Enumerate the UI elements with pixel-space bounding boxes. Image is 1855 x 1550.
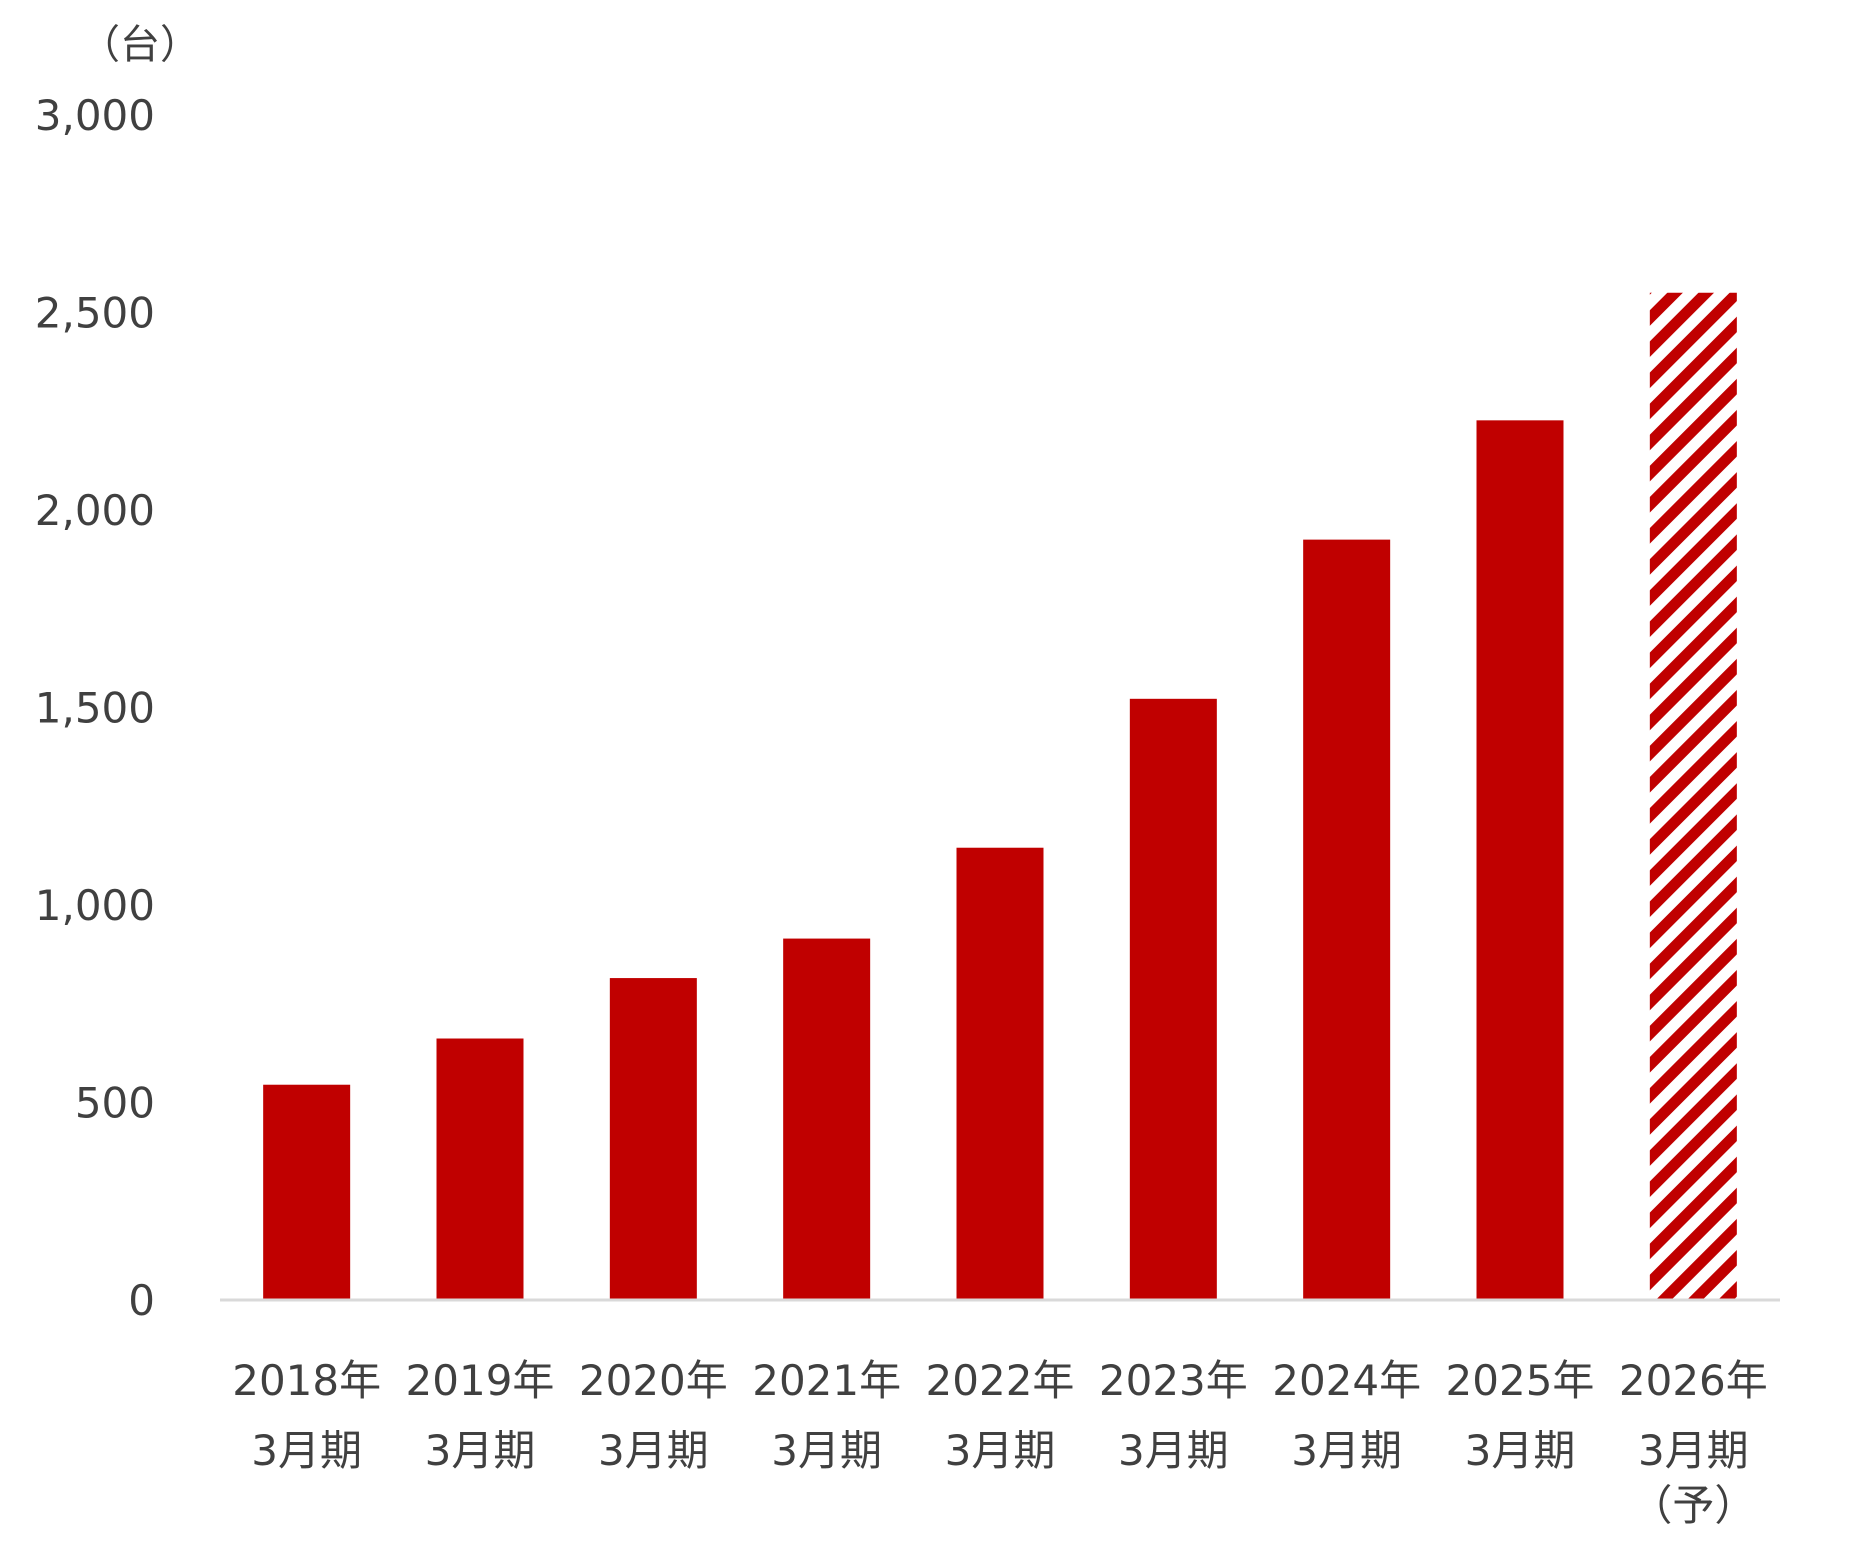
x-tick-label: 3月期	[1638, 1426, 1749, 1475]
x-tick-label: 2020年	[579, 1356, 728, 1405]
y-tick-label: 3,000	[35, 91, 155, 140]
bar	[1129, 698, 1217, 1300]
y-axis-ticks: 0 500 1,000 1,500 2,000 2,500 3,000	[35, 91, 155, 1325]
y-tick-label: 500	[75, 1079, 155, 1128]
bar	[1303, 539, 1391, 1300]
x-tick-label: 3月期	[598, 1426, 709, 1475]
x-tick-label: 3月期	[1465, 1426, 1576, 1475]
x-tick-label: （予）	[1630, 1481, 1756, 1530]
bar	[609, 978, 697, 1300]
y-tick-label: 2,500	[35, 289, 155, 338]
bar-series	[263, 292, 1737, 1301]
x-tick-label: 3月期	[771, 1426, 882, 1475]
bar	[263, 1084, 351, 1300]
x-tick-label: 2021年	[752, 1356, 901, 1405]
x-tick-label: 2026年	[1619, 1356, 1768, 1405]
y-tick-label: 1,500	[35, 684, 155, 733]
x-tick-label: 3月期	[1291, 1426, 1402, 1475]
y-axis-unit-label: （台）	[80, 22, 200, 68]
bar	[956, 847, 1044, 1300]
x-tick-label: 2023年	[1099, 1356, 1248, 1405]
x-tick-label: 2024年	[1272, 1356, 1421, 1405]
x-tick-label: 2022年	[926, 1356, 1075, 1405]
bar-forecast	[1649, 292, 1737, 1300]
x-axis-labels: 2018年 3月期 2019年 3月期 2020年 3月期 2021年 3月期 2022年 3月期…	[232, 1356, 1768, 1530]
x-tick-label: 2019年	[406, 1356, 555, 1405]
x-tick-label: 2018年	[232, 1356, 381, 1405]
bar	[1476, 420, 1564, 1301]
x-tick-label: 3月期	[945, 1426, 1056, 1475]
x-tick-label: 3月期	[1118, 1426, 1229, 1475]
x-tick-label: 3月期	[425, 1426, 536, 1475]
y-tick-label: 2,000	[35, 486, 155, 535]
x-tick-label: 2025年	[1446, 1356, 1595, 1405]
bar	[436, 1038, 524, 1300]
y-tick-label: 0	[128, 1276, 155, 1325]
bar	[783, 938, 871, 1300]
y-tick-label: 1,000	[35, 881, 155, 930]
x-tick-label: 3月期	[251, 1426, 362, 1475]
